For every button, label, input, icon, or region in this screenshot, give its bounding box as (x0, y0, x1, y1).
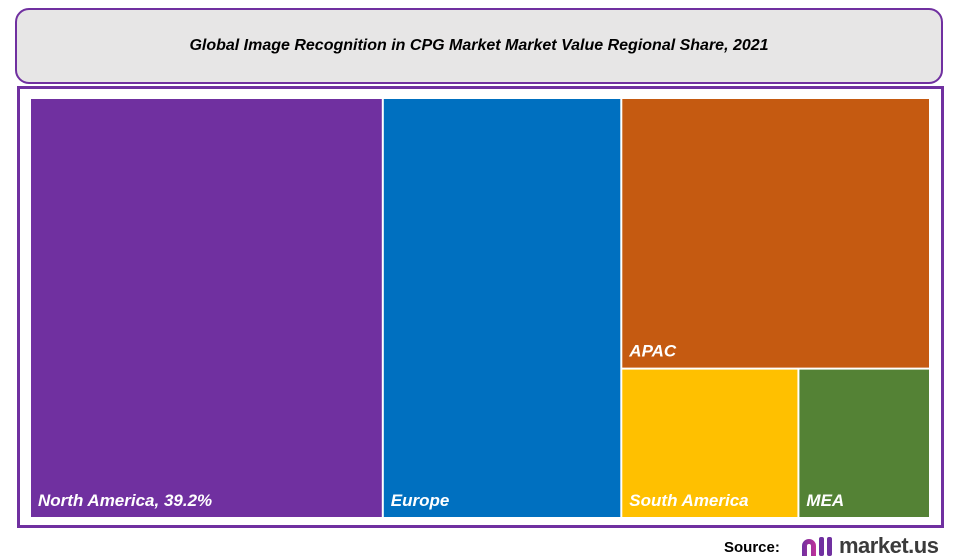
treemap-label-north-america: North America, 39.2% (38, 491, 212, 510)
treemap-cell-north-america (31, 99, 382, 517)
treemap-cell-europe (383, 99, 621, 517)
treemap-cell-apac (622, 99, 929, 368)
treemap-cell-south-america (622, 369, 798, 517)
treemap-label-south-america: South America (629, 491, 748, 510)
market-us-logo: market.us (800, 533, 939, 559)
source-label: Source: (724, 539, 780, 556)
treemap-label-europe: Europe (391, 491, 450, 510)
chart-title: Global Image Recognition in CPG Market M… (189, 37, 769, 54)
chart-frame (17, 86, 944, 528)
treemap-label-apac: APAC (628, 342, 677, 361)
treemap-label-mea: MEA (806, 491, 844, 510)
chart-title-box: Global Image Recognition in CPG Market M… (15, 8, 943, 84)
market-us-logo-icon (802, 537, 832, 556)
treemap-cell-mea (799, 369, 929, 517)
brand-name: market.us (839, 533, 939, 558)
